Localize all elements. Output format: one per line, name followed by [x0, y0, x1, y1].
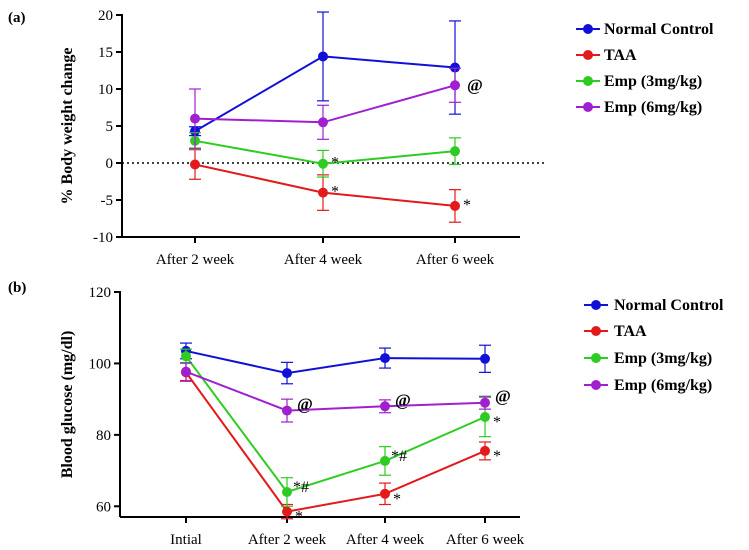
legend-label: TAA: [604, 47, 637, 64]
data-point: [318, 158, 328, 169]
significance-mark: *: [493, 414, 501, 431]
y-tick-label: 20: [98, 8, 113, 24]
series-normal-control: [180, 342, 491, 385]
legend-entry: Normal Control: [576, 21, 714, 38]
data-point: [450, 62, 460, 73]
series-line: [185, 370, 486, 412]
legend-entry: Emp (3mg/kg): [584, 350, 712, 367]
data-point: [318, 117, 328, 128]
significance-mark: *: [393, 491, 401, 508]
data-point: [380, 353, 390, 364]
y-tick-label: 10: [98, 82, 113, 98]
significance-mark: @: [395, 390, 411, 409]
data-point: [282, 506, 292, 517]
series-emp-6mg-kg: @: [189, 67, 483, 149]
y-tick-label: 100: [89, 356, 112, 372]
significance-mark: *#: [293, 479, 309, 496]
data-point: [282, 487, 292, 497]
legend-entry: Emp (6mg/kg): [584, 377, 712, 394]
significance-mark: @: [467, 75, 483, 94]
data-point: [380, 455, 390, 466]
series-emp-3mg-kg: *# *# *: [180, 348, 501, 507]
y-tick-label: 60: [96, 499, 111, 515]
data-point: [450, 200, 460, 211]
data-point: [480, 412, 490, 422]
significance-mark: *: [295, 509, 303, 526]
series-line: [194, 84, 456, 124]
x-tick-label: Intial: [170, 532, 202, 548]
legend-marker: [583, 24, 593, 34]
legend-entry: TAA: [576, 47, 637, 64]
series-taa: **: [189, 149, 471, 223]
significance-mark: @: [297, 395, 313, 414]
legend-label: Emp (6mg/kg): [614, 377, 712, 394]
legend-label: Emp (6mg/kg): [604, 99, 702, 116]
y-tick-label: 5: [106, 119, 114, 135]
data-point: [181, 351, 191, 362]
legend-entry: Emp (6mg/kg): [576, 99, 702, 116]
legend-entry: Normal Control: [584, 297, 724, 314]
y-tick-label: 120: [89, 285, 112, 301]
panel-label: (b): [8, 280, 26, 296]
x-tick-label: After 4 week: [284, 252, 363, 268]
legend-marker: [583, 76, 593, 86]
series-line: [185, 355, 486, 494]
data-point: [450, 80, 460, 91]
legend-marker: [583, 102, 593, 112]
series-emp-6mg-kg: @ @ @: [180, 362, 511, 423]
legend-label: Normal Control: [614, 297, 724, 314]
y-axis-label: Blood glucose (mg/dl): [59, 331, 76, 479]
legend-label: Emp (3mg/kg): [604, 73, 702, 90]
x-tick-label: After 2 week: [248, 532, 327, 548]
data-point: [450, 146, 460, 157]
significance-mark: @: [495, 387, 511, 406]
data-point: [282, 405, 292, 416]
legend-marker: [591, 380, 601, 390]
y-tick-label: -10: [93, 230, 113, 246]
data-point: [190, 159, 200, 170]
y-tick-label: -5: [101, 193, 114, 209]
legend-label: Emp (3mg/kg): [614, 350, 712, 367]
data-point: [480, 445, 490, 456]
legend-marker: [591, 326, 601, 336]
series-line: [185, 371, 486, 513]
legend-entry: TAA: [584, 323, 647, 340]
data-point: [380, 401, 390, 412]
panel-b: (b) Blood glucose (mg/dl) 60 80 100 120 Intial…: [8, 280, 724, 548]
data-point: [318, 187, 328, 198]
data-point: [480, 397, 490, 408]
legend-entry: Emp (3mg/kg): [576, 73, 702, 90]
significance-mark: *: [493, 448, 501, 465]
significance-mark: *: [463, 197, 471, 214]
significance-mark: *: [331, 184, 339, 201]
series-line: [194, 163, 456, 207]
data-point: [181, 366, 191, 377]
legend-marker: [591, 300, 601, 310]
y-tick-label: 80: [96, 428, 111, 444]
significance-mark: *: [331, 155, 339, 172]
legend-marker: [583, 50, 593, 60]
y-axis-label: % Body weight change: [59, 48, 76, 205]
panel-label: (a): [8, 10, 26, 26]
data-point: [318, 51, 328, 62]
data-point: [282, 368, 292, 379]
data-point: [190, 113, 200, 124]
data-point: [380, 488, 390, 499]
data-point: [480, 353, 490, 364]
legend-marker: [591, 353, 601, 363]
significance-mark: *#: [391, 448, 407, 465]
panel-a: (a) % Body weight change -10 -5 0 5 10 15 20 Afte…: [8, 8, 714, 268]
series-line: [185, 349, 486, 375]
series-normal-control: [189, 11, 461, 137]
x-tick-label: After 6 week: [446, 532, 525, 548]
x-tick-label: After 2 week: [156, 252, 235, 268]
legend-label: TAA: [614, 323, 647, 340]
legend-label: Normal Control: [604, 21, 714, 38]
x-tick-label: After 6 week: [416, 252, 495, 268]
x-tick-label: After 4 week: [346, 532, 425, 548]
y-tick-label: 0: [106, 156, 114, 172]
y-tick-label: 15: [98, 45, 113, 61]
